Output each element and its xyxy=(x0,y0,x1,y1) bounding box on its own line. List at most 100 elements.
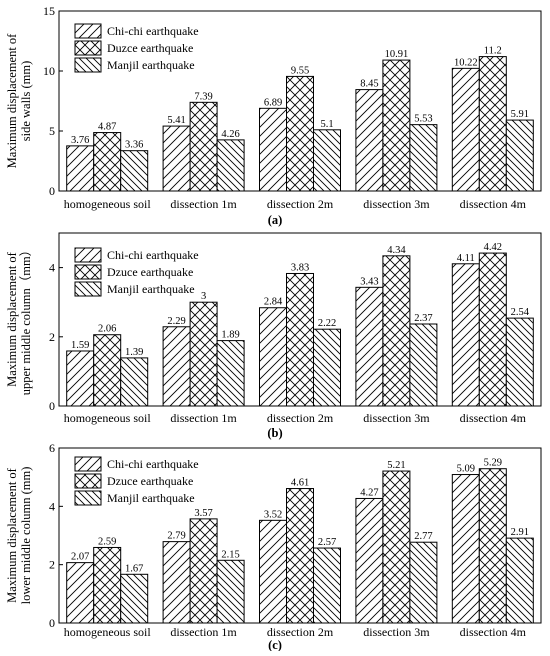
bar xyxy=(451,67,480,192)
bar xyxy=(216,139,245,192)
y-tick-label: 15 xyxy=(43,4,55,18)
legend-swatch xyxy=(74,281,102,297)
data-label: 10.22 xyxy=(454,57,478,68)
bar xyxy=(162,326,191,407)
data-label: 5.1 xyxy=(320,119,333,130)
data-label: 3 xyxy=(201,291,206,302)
bar xyxy=(66,350,95,407)
data-label: 8.45 xyxy=(360,79,378,90)
panel-caption: (b) xyxy=(267,426,282,440)
data-label: 5.21 xyxy=(387,460,405,471)
bar xyxy=(409,323,438,407)
bar xyxy=(259,307,287,407)
data-label: 2.59 xyxy=(98,536,116,547)
y-tick-label: 0 xyxy=(49,399,55,413)
data-label: 5.09 xyxy=(457,464,475,475)
data-label: 4.34 xyxy=(387,245,406,256)
data-label: 3.36 xyxy=(125,140,143,151)
data-label: 2.77 xyxy=(414,531,432,542)
bar xyxy=(66,562,95,624)
data-label: 4.61 xyxy=(291,478,309,489)
data-label: 2.22 xyxy=(318,318,336,329)
data-label: 3.43 xyxy=(360,276,378,287)
legend-entry: Duzce earthquake xyxy=(107,41,193,55)
legend-entry: Manjil earthquake xyxy=(107,282,195,296)
x-tick-label: dissection 1m xyxy=(170,411,237,425)
data-label: 2.84 xyxy=(264,297,283,308)
data-label: 2.15 xyxy=(221,549,239,560)
bar xyxy=(120,573,149,624)
legend-entry: Dzuce earthquake xyxy=(107,265,193,279)
legend-swatch xyxy=(74,40,102,56)
data-label: 3.76 xyxy=(71,135,89,146)
data-label: 2.37 xyxy=(414,313,432,324)
bar xyxy=(382,255,411,407)
bar xyxy=(286,75,314,192)
bar xyxy=(286,488,314,624)
x-tick-label: dissection 3m xyxy=(363,411,430,425)
data-label: 1.89 xyxy=(221,330,239,341)
bar xyxy=(259,519,287,624)
legend-swatch xyxy=(74,247,102,263)
bar xyxy=(216,340,245,407)
bar xyxy=(162,541,191,624)
data-label: 4.87 xyxy=(98,122,116,133)
bar xyxy=(451,474,480,624)
bar xyxy=(93,334,122,407)
bar xyxy=(505,537,534,624)
bar xyxy=(409,124,438,192)
bar xyxy=(409,541,438,624)
legend-entry: Manjil earthquake xyxy=(107,491,195,505)
data-label: 2.91 xyxy=(511,527,529,538)
bar xyxy=(120,150,149,192)
data-label: 2.29 xyxy=(167,316,185,327)
x-tick-label: homogeneous soil xyxy=(64,625,152,639)
y-axis-label: side walls (mm) xyxy=(19,61,33,142)
chart-panel-2: 0 2 4 6 Maximum displacement of lower middle … xyxy=(5,441,542,652)
data-label: 5.91 xyxy=(511,109,529,120)
bar xyxy=(505,119,534,192)
data-label: 9.55 xyxy=(291,65,309,76)
data-label: 4.26 xyxy=(221,129,239,140)
bar xyxy=(162,125,191,192)
bar xyxy=(313,328,341,407)
x-tick-label: dissection 1m xyxy=(170,625,237,639)
bar xyxy=(313,129,341,192)
x-tick-label: dissection 2m xyxy=(267,197,334,211)
data-label: 2.54 xyxy=(511,307,530,318)
bar xyxy=(66,145,95,192)
legend-swatch xyxy=(74,456,102,472)
legend-entry: Dzuce earthquake xyxy=(107,474,193,488)
bar xyxy=(355,286,384,407)
legend-swatch xyxy=(74,490,102,506)
data-label: 2.07 xyxy=(71,552,89,563)
x-tick-label: dissection 4m xyxy=(460,625,527,639)
panel-caption: (c) xyxy=(268,638,282,651)
data-label: 4.11 xyxy=(457,253,475,264)
bar xyxy=(382,59,411,192)
data-label: 1.67 xyxy=(125,563,143,574)
bar xyxy=(478,468,507,624)
legend-swatch xyxy=(74,264,102,280)
data-label: 7.39 xyxy=(194,91,212,102)
data-label: 3.83 xyxy=(291,262,309,273)
chart-panel-1: 0 2 4 Maximum displacement of upper middle c… xyxy=(5,232,542,440)
data-label: 1.59 xyxy=(71,340,89,351)
bar xyxy=(505,317,534,407)
legend-swatch xyxy=(74,57,102,73)
y-axis-label: Maximum displacement of xyxy=(5,33,19,169)
x-tick-label: dissection 1m xyxy=(170,197,237,211)
y-tick-label: 6 xyxy=(49,441,55,455)
bar xyxy=(355,89,384,192)
y-tick-label: 4 xyxy=(49,261,55,275)
data-label: 2.79 xyxy=(167,531,185,542)
data-label: 3.57 xyxy=(194,508,212,519)
bar xyxy=(382,470,411,624)
bar xyxy=(451,263,480,407)
legend-entry: Chi-chi earthquake xyxy=(107,457,199,471)
x-tick-label: homogeneous soil xyxy=(64,197,152,211)
bar xyxy=(93,132,122,192)
x-tick-label: dissection 3m xyxy=(363,625,430,639)
data-label: 5.53 xyxy=(414,114,432,125)
